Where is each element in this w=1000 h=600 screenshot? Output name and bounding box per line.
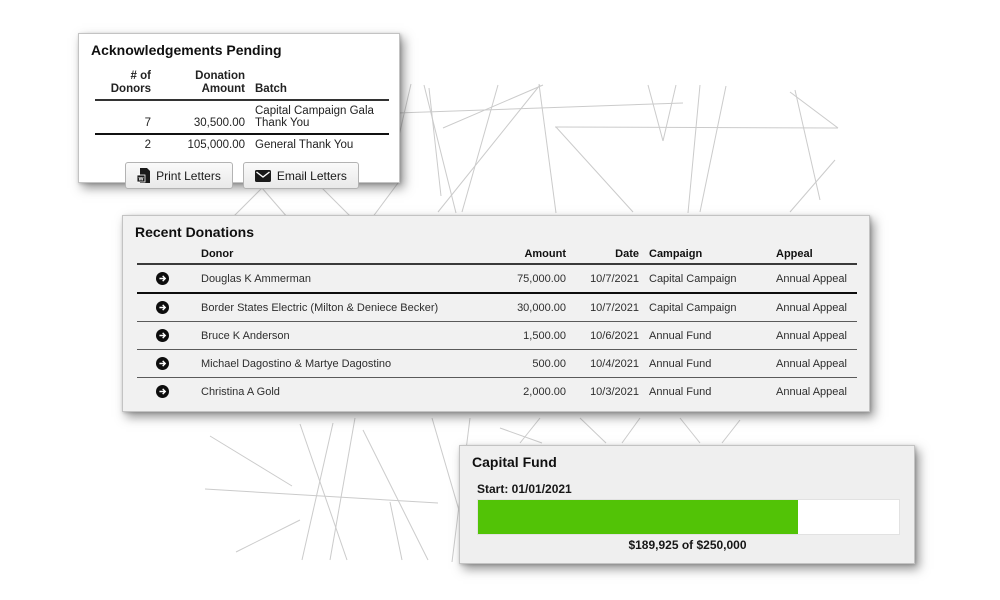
print-letters-button[interactable]: w Print Letters [125, 162, 233, 190]
capital-start-label: Start: 01/01/2021 [477, 482, 572, 496]
amount-cell: 2,000.00 [523, 385, 566, 398]
recent-donations-table: Donor Amount Date Campaign Appeal Dougla… [137, 248, 857, 405]
ack-cell-batch: General Thank You [255, 139, 354, 152]
ack-cell-amount: 105,000.00 [187, 139, 245, 152]
date-cell: 10/4/2021 [590, 357, 639, 370]
ack-row-rule [95, 133, 389, 136]
ack-cell-donors: 2 [144, 139, 151, 152]
ack-header-donors: # of Donors [110, 70, 151, 96]
date-cell: 10/7/2021 [590, 301, 639, 314]
row-expand-cell [137, 272, 187, 285]
arrow-right-circle-icon[interactable] [155, 301, 169, 314]
appeal-cell: Annual Appeal [776, 301, 847, 314]
campaign-cell: Annual Fund [649, 385, 712, 398]
ack-cell-amount: 30,500.00 [193, 117, 245, 130]
capital-fund-body: Start: 01/01/2021 $189,925 of $250,000 [477, 482, 900, 552]
donations-header-donor: Donor [201, 248, 234, 260]
campaign-cell: Annual Fund [649, 357, 712, 370]
ack-cell-donors: 7 [144, 117, 151, 130]
capital-fund-panel: Capital Fund Start: 01/01/2021 $189,925 … [459, 445, 915, 564]
table-row: Christina A Gold 2,000.00 10/3/2021 Annu… [137, 378, 857, 405]
table-row: Border States Electric (Milton & Deniece… [137, 294, 857, 322]
donations-header-appeal: Appeal [776, 248, 813, 260]
arrow-right-circle-icon[interactable] [155, 385, 169, 398]
ack-header-amount: Donation Amount [195, 70, 245, 96]
recent-donations-title: Recent Donations [135, 224, 255, 240]
ack-cell-batch: Capital Campaign Gala Thank You [255, 105, 374, 130]
date-cell: 10/3/2021 [590, 385, 639, 398]
acknowledgements-title: Acknowledgements Pending [91, 42, 282, 58]
capital-progress-track [477, 499, 900, 535]
donor-cell: Michael Dagostino & Martye Dagostino [201, 357, 392, 370]
appeal-cell: Annual Appeal [776, 385, 847, 398]
appeal-cell: Annual Appeal [776, 357, 847, 370]
arrow-right-circle-icon[interactable] [155, 272, 169, 285]
envelope-icon [254, 169, 271, 182]
email-letters-button[interactable]: Email Letters [242, 162, 359, 190]
amount-cell: 500.00 [532, 357, 566, 370]
amount-cell: 75,000.00 [517, 272, 566, 285]
svg-text:w: w [138, 176, 144, 183]
campaign-cell: Capital Campaign [649, 272, 737, 285]
recent-donations-panel: Recent Donations Donor Amount Date Campa… [122, 215, 870, 412]
donations-header-date: Date [615, 248, 639, 260]
table-row: Douglas K Ammerman 75,000.00 10/7/2021 C… [137, 265, 857, 294]
campaign-cell: Capital Campaign [649, 301, 737, 314]
donations-header-campaign: Campaign [649, 248, 703, 260]
donor-cell: Douglas K Ammerman [201, 272, 312, 285]
table-row: Michael Dagostino & Martye Dagostino 500… [137, 350, 857, 378]
word-document-icon: w [137, 168, 151, 184]
date-cell: 10/7/2021 [590, 272, 639, 285]
row-expand-cell [137, 357, 187, 370]
print-letters-label: Print Letters [156, 168, 221, 183]
date-cell: 10/6/2021 [590, 329, 639, 342]
donations-header-amount: Amount [524, 248, 566, 260]
acknowledgements-panel: Acknowledgements Pending # of Donors Dona… [78, 33, 400, 190]
ack-buttons-row: w Print Letters Email Letters [95, 162, 389, 190]
donations-header-row: Donor Amount Date Campaign Appeal [137, 248, 857, 265]
amount-cell: 1,500.00 [523, 329, 566, 342]
row-expand-cell [137, 301, 187, 314]
donor-cell: Border States Electric (Milton & Deniece… [201, 301, 439, 314]
capital-progress-caption: $189,925 of $250,000 [628, 538, 747, 552]
ack-header-rule [95, 99, 389, 102]
ack-header-batch: Batch [255, 83, 287, 96]
row-expand-cell [137, 329, 187, 342]
email-letters-label: Email Letters [276, 168, 347, 183]
arrow-right-circle-icon[interactable] [155, 357, 169, 370]
appeal-cell: Annual Appeal [776, 329, 847, 342]
campaign-cell: Annual Fund [649, 329, 712, 342]
table-row: Bruce K Anderson 1,500.00 10/6/2021 Annu… [137, 322, 857, 350]
amount-cell: 30,000.00 [517, 301, 566, 314]
arrow-right-circle-icon[interactable] [155, 329, 169, 342]
table-row: 7 30,500.00 Capital Campaign Gala Thank … [95, 101, 389, 133]
donor-cell: Christina A Gold [201, 385, 280, 398]
capital-fund-title: Capital Fund [472, 454, 557, 470]
row-expand-cell [137, 385, 187, 398]
ack-header-row: # of Donors Donation Amount Batch [95, 70, 389, 99]
table-row: 2 105,000.00 General Thank You [95, 135, 389, 155]
donor-cell: Bruce K Anderson [201, 329, 290, 342]
progress-fill [478, 500, 798, 534]
acknowledgements-table: # of Donors Donation Amount Batch 7 30,500… [95, 70, 389, 190]
appeal-cell: Annual Appeal [776, 272, 847, 285]
